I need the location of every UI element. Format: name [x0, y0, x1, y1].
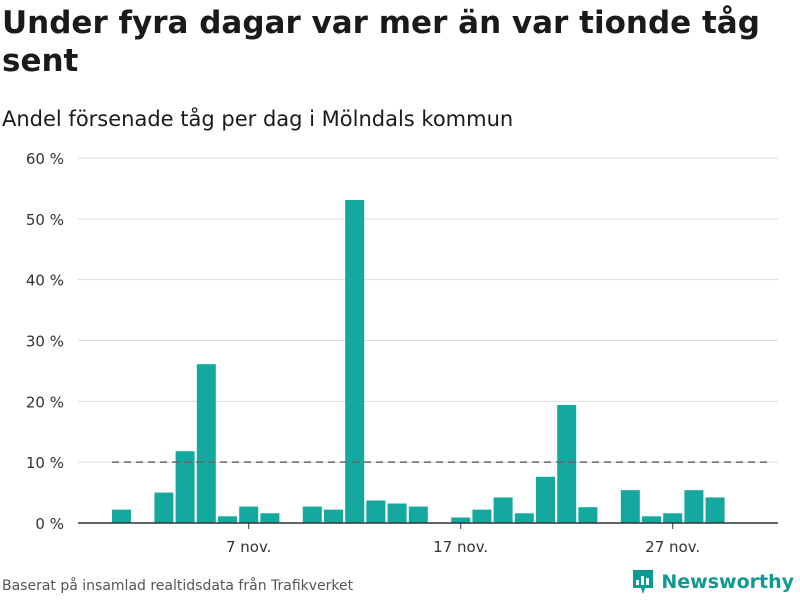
- x-tick-label: 27 nov.: [645, 538, 700, 556]
- x-tick-label: 7 nov.: [226, 538, 271, 556]
- bar: [112, 509, 131, 523]
- bar: [705, 497, 725, 523]
- bar: [557, 404, 577, 523]
- bar: [239, 506, 259, 523]
- bar: [620, 490, 640, 523]
- y-tick-label: 30 %: [26, 333, 64, 351]
- y-tick-label: 0 %: [35, 515, 64, 533]
- chart-subtitle: Andel försenade tåg per dag i Mölndals k…: [2, 107, 514, 131]
- x-axis: 7 nov. 17 nov. 27 nov.: [78, 522, 778, 556]
- bar: [514, 513, 534, 523]
- bar: [324, 509, 343, 523]
- bar: [260, 513, 280, 523]
- gridlines: [78, 157, 778, 463]
- brand-name: Newsworthy: [661, 571, 794, 593]
- bar: [154, 492, 174, 523]
- y-tick-label: 60 %: [26, 150, 64, 168]
- y-tick-label: 20 %: [26, 393, 64, 411]
- bar: [302, 506, 322, 523]
- bar: [536, 476, 555, 523]
- source-note: Baserat på insamlad realtidsdata från Tr…: [2, 578, 354, 594]
- x-tick-label: 17 nov.: [433, 538, 488, 556]
- bar: [218, 516, 237, 523]
- bar: [493, 497, 513, 523]
- bar: [642, 516, 661, 523]
- y-tick-label: 40 %: [26, 272, 64, 290]
- y-tick-label: 50 %: [26, 211, 64, 229]
- bar-chart: 0 % 10 % 20 % 30 % 40 % 50 % 60 % 7 nov. 17 nov…: [26, 150, 778, 556]
- bar: [196, 364, 216, 523]
- bars: [112, 199, 725, 523]
- bar: [408, 506, 428, 523]
- bar: [578, 507, 598, 523]
- y-axis-labels: 0 % 10 % 20 % 30 % 40 % 50 % 60 %: [26, 150, 64, 533]
- y-tick-label: 10 %: [26, 454, 64, 472]
- bar: [684, 490, 704, 523]
- bar: [387, 503, 407, 523]
- bar: [472, 509, 492, 523]
- bar: [345, 199, 365, 523]
- bar: [663, 513, 683, 523]
- bar: [175, 451, 195, 523]
- brand-logo: Newsworthy: [631, 568, 794, 596]
- bar: [451, 517, 471, 523]
- newsworthy-icon: [633, 570, 654, 594]
- chart-title: Under fyra dagar var mer än var tionde t…: [2, 5, 760, 79]
- bar: [366, 500, 386, 523]
